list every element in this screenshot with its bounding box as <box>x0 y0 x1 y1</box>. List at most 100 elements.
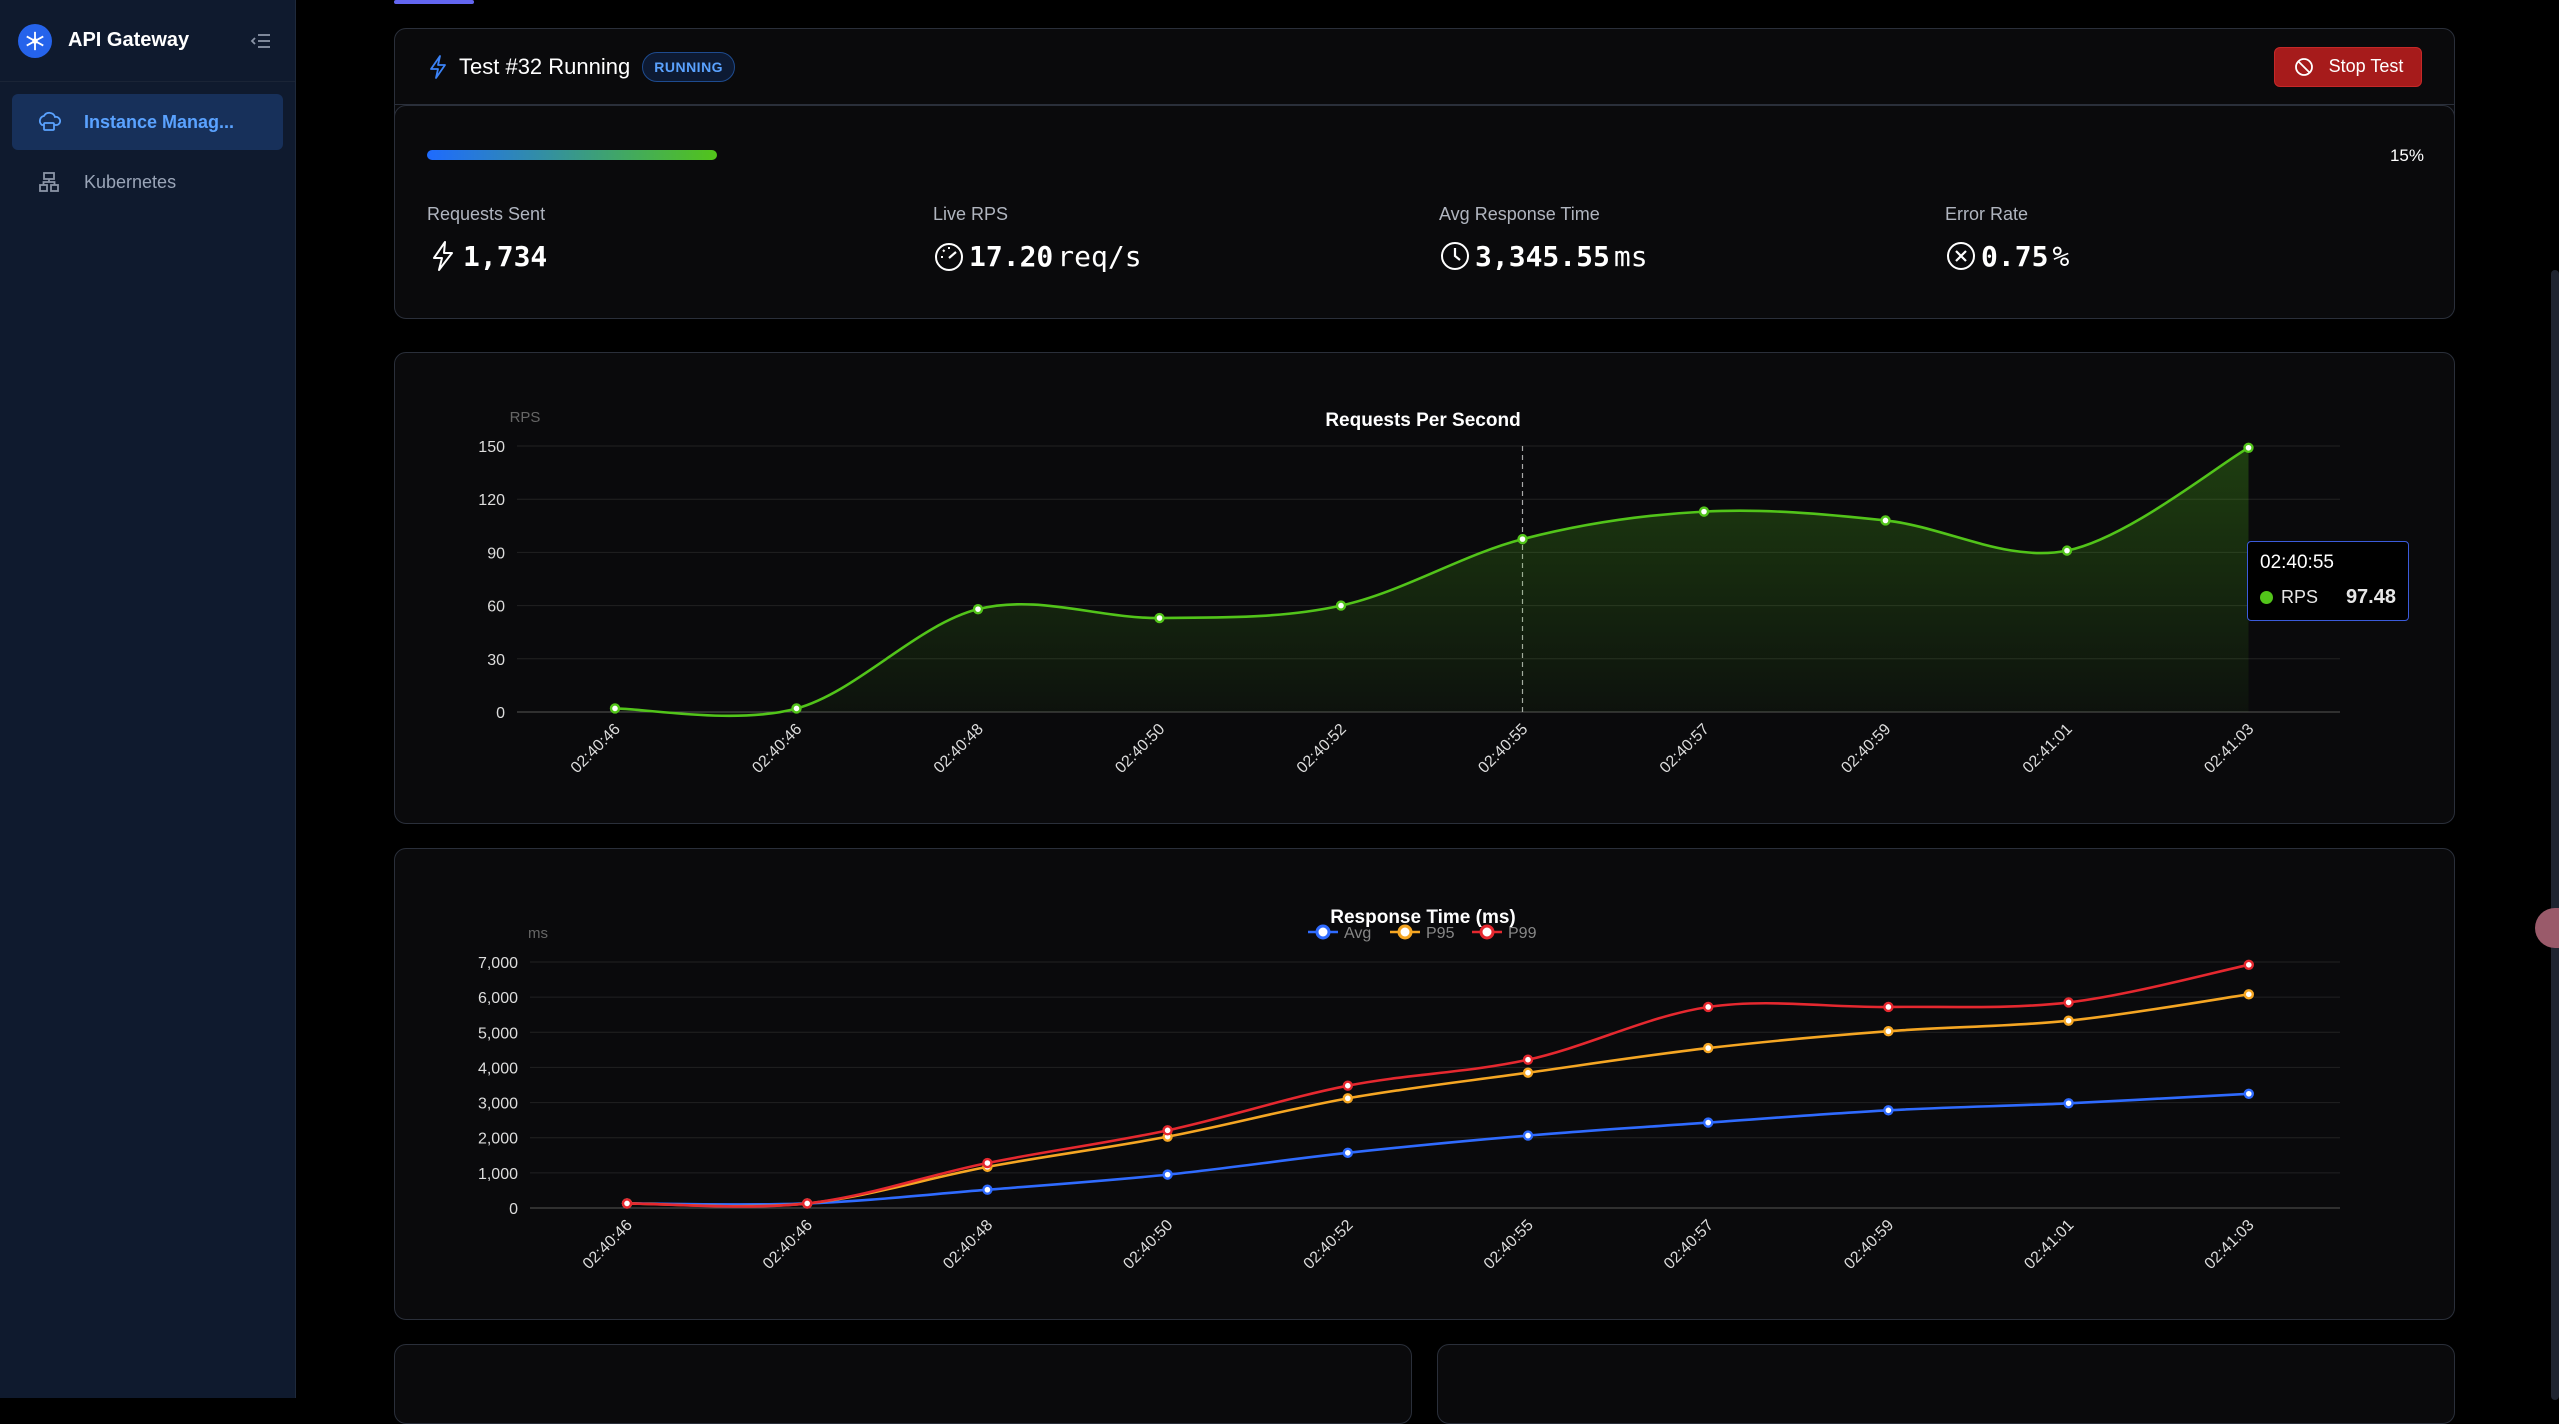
data-point <box>1162 1169 1173 1180</box>
tooltip-series-name: RPS <box>2281 587 2319 607</box>
data-point <box>1883 1105 1894 1116</box>
stat-label: Live RPS <box>933 204 1009 224</box>
data-point <box>2063 1015 2074 1026</box>
response-time-chart-card: Response Time (ms) ms 0 1,000 2,000 3,000 4,00… <box>394 848 2455 1320</box>
x-tick-label: 02:40:48 <box>940 1217 996 1273</box>
stat-error-rate: Error Rate 0.75 % <box>1945 204 2069 273</box>
data-point <box>2063 1098 2074 1109</box>
data-point <box>1335 600 1347 611</box>
y-tick-label: 4,000 <box>478 1060 518 1077</box>
x-tick-label: 02:40:55 <box>1481 1217 1537 1273</box>
test-header: Test #32 Running RUNNING Stop Test <box>395 29 2454 105</box>
x-tick-label: 02:40:57 <box>1661 1217 1717 1273</box>
x-tick-label: 02:40:48 <box>931 721 987 777</box>
x-tick-label: 02:40:59 <box>1841 1217 1897 1273</box>
y-tick-label: 3,000 <box>478 1096 518 1113</box>
tooltip-time: 02:40:55 <box>2260 552 2334 573</box>
series-line <box>626 963 2250 1208</box>
app-logo-icon <box>18 23 52 58</box>
rps-chart-card: Requests Per Second RPS 0 30 60 90 120 150 02:40… <box>394 352 2455 824</box>
cluster-icon <box>36 169 62 195</box>
lightning-icon <box>430 54 446 79</box>
sidebar-item-kubernetes[interactable]: Kubernetes <box>12 154 283 210</box>
stat-live-rps: Live RPS 17.20 req/s <box>933 204 1142 273</box>
data-point <box>2243 1088 2255 1099</box>
clock-icon <box>1441 242 1469 270</box>
data-point <box>982 1184 993 1195</box>
legend-label: Avg <box>1344 925 1371 942</box>
legend-marker <box>1479 924 1495 940</box>
y-tick-label: 1,000 <box>478 1166 518 1183</box>
data-point <box>2243 959 2255 971</box>
y-tick-label: 5,000 <box>478 1025 518 1042</box>
data-point <box>1162 1125 1173 1136</box>
x-tick-label: 02:40:57 <box>1657 721 1713 777</box>
chart-title: Requests Per Second <box>1325 410 1520 431</box>
y-axis-label: ms <box>528 925 548 942</box>
stop-test-button[interactable]: Stop Test <box>2274 46 2422 87</box>
data-point <box>1702 1117 1714 1128</box>
legend-marker <box>1315 924 1331 940</box>
cloud-server-icon <box>36 109 62 135</box>
test-title: Test #32 Running <box>459 53 631 79</box>
data-point <box>2063 997 2074 1008</box>
x-tick-label: 02:41:03 <box>2202 1217 2258 1273</box>
stat-avg-response-time: Avg Response Time 3,345.55 ms <box>1439 204 1648 273</box>
series-line <box>626 993 2249 1208</box>
x-tick-label: 02:40:46 <box>568 721 624 777</box>
bottom-card-left <box>394 1344 1412 1424</box>
stat-unit: ms <box>1613 239 1648 273</box>
y-tick-label: 0 <box>496 705 505 722</box>
bottom-card-right <box>1437 1344 2455 1424</box>
series-line <box>614 446 2250 718</box>
progress-bar <box>427 150 717 160</box>
y-tick-label: 2,000 <box>478 1131 518 1148</box>
y-tick-label: 0 <box>509 1201 518 1218</box>
y-tick-label: 60 <box>487 599 505 616</box>
x-tick-label: 02:41:01 <box>2020 721 2076 777</box>
x-tick-label: 02:40:52 <box>1294 721 1350 777</box>
data-point <box>1154 612 1165 624</box>
x-tick-label: 02:40:55 <box>1475 721 1531 777</box>
tooltip-value: 97.48 <box>2345 586 2396 608</box>
collapse-menu-icon[interactable] <box>249 29 273 53</box>
series-area <box>615 447 2249 716</box>
close-circle-icon <box>1947 242 1975 270</box>
bolt-icon <box>433 241 453 271</box>
data-point <box>1522 1130 1534 1141</box>
active-tab-indicator <box>394 0 474 4</box>
sidebar-item-instance-management[interactable]: Instance Manag... <box>12 94 283 150</box>
data-point <box>2061 545 2073 556</box>
y-tick-label: 120 <box>478 492 505 509</box>
app-title: API Gateway <box>68 29 190 51</box>
data-point <box>1342 1147 1353 1159</box>
x-tick-label: 02:40:46 <box>749 721 805 777</box>
data-point <box>2243 442 2254 453</box>
rps-chart[interactable]: Requests Per Second RPS 0 30 60 90 120 150 02:40… <box>395 353 2456 825</box>
stat-label: Requests Sent <box>427 204 546 224</box>
y-tick-label: 6,000 <box>478 990 518 1007</box>
data-point <box>1342 1093 1353 1104</box>
data-point <box>621 1198 633 1209</box>
data-point <box>1883 1026 1894 1037</box>
data-point <box>609 703 621 714</box>
data-point <box>982 1157 993 1169</box>
x-tick-label: 02:41:01 <box>2021 1217 2077 1273</box>
x-tick-label: 02:40:50 <box>1112 721 1168 777</box>
brand-header: API Gateway <box>0 0 295 82</box>
data-point <box>1522 1054 1534 1065</box>
data-point <box>1698 506 1710 517</box>
response-time-chart[interactable]: Response Time (ms) ms 0 1,000 2,000 3,000 4,00… <box>395 849 2456 1321</box>
legend-label: P99 <box>1508 925 1537 942</box>
page-scrollbar[interactable] <box>2551 270 2559 1400</box>
data-point <box>1522 1067 1534 1078</box>
stat-requests-sent: Requests Sent 1,734 <box>427 204 547 273</box>
stats-panel: 15% Requests Sent 1,734 Live RPS 17.20 r… <box>394 105 2455 319</box>
data-point <box>2243 989 2255 1000</box>
y-tick-label: 150 <box>478 439 505 456</box>
tooltip-series-dot <box>2260 591 2273 604</box>
y-tick-label: 7,000 <box>478 955 518 972</box>
y-tick-label: 30 <box>487 652 505 669</box>
data-point <box>1342 1080 1353 1091</box>
stop-test-label: Stop Test <box>2328 56 2404 76</box>
